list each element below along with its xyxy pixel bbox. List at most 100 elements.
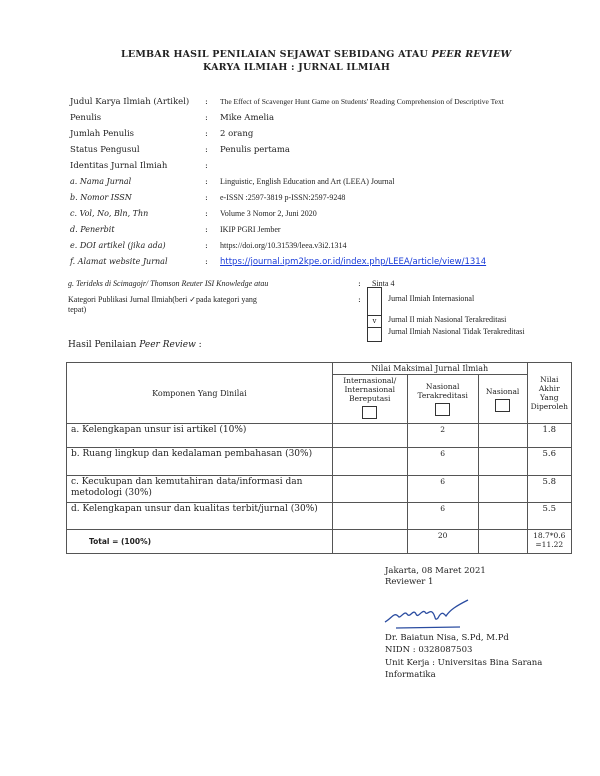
checkbox-nasional-terakreditasi-col[interactable]: [435, 403, 451, 416]
title-text: LEMBAR HASIL PENILAIAN SEJAWAT SEBIDANG …: [121, 49, 432, 60]
index-value: Sinta 4: [372, 279, 395, 288]
checkbox-internasional[interactable]: [367, 287, 382, 316]
place-date: Jakarta, 08 Maret 2021: [385, 566, 486, 576]
kategori-colon: :: [358, 295, 361, 305]
akhir-cell: 5.5: [526, 502, 573, 530]
field-label: c. Vol, No, Bln, Thn: [70, 209, 149, 218]
hasil-text: Hasil Penilaian: [68, 340, 140, 350]
total-akhir: 18.7*0.6 =11.22: [526, 529, 573, 554]
komponen-cell: c. Kecukupan dan kemutahiran data/inform…: [66, 475, 333, 503]
field-colon: :: [205, 129, 208, 139]
field-label: Jumlah Penulis: [70, 129, 135, 139]
website-link[interactable]: https://journal.ipm2kpe.or.id/index.php/…: [220, 257, 487, 267]
header-nasional: Nasional: [477, 374, 528, 424]
akhir-cell: 5.8: [526, 475, 573, 503]
title-italic: PEER REVIEW: [431, 49, 512, 60]
field-colon: :: [205, 177, 208, 187]
total-label: Total = (100%): [66, 529, 333, 554]
reviewer-role: Reviewer 1: [385, 577, 434, 587]
int-cell: [331, 423, 408, 448]
total-nas: [477, 529, 528, 554]
table-row: b. Ruang lingkup dan kedalaman pembahasa…: [66, 447, 573, 476]
signature-image: [384, 599, 469, 629]
nas-cell: [477, 447, 528, 476]
komponen-cell: d. Kelengkapan unsur dan kualitas terbit…: [66, 502, 333, 530]
field-label: d. Penerbit: [70, 225, 115, 234]
field-label: Penulis: [70, 113, 102, 123]
option-label: Jurnal Ilmiah Nasional Tidak Terakredita…: [388, 327, 525, 336]
reviewer-name: Dr. Baiatun Nisa, S.Pd, M.Pd: [385, 633, 509, 643]
field-colon: :: [205, 193, 208, 203]
field-colon: :: [205, 97, 208, 107]
table-row: d. Kelengkapan unsur dan kualitas terbit…: [66, 502, 573, 530]
index-label: g. Terideks di Scimagojr/ Thomson Reuter…: [68, 279, 269, 288]
reviewer-nidn: NIDN : 0328087503: [385, 645, 473, 655]
field-colon: :: [205, 161, 208, 171]
field-value: The Effect of Scavenger Hunt Game on Stu…: [220, 97, 504, 106]
field-colon: :: [205, 257, 208, 267]
kategori-label-2: tepat): [68, 305, 87, 314]
total-int: [331, 529, 408, 554]
header-internasional: Internasional/ Internasional Bereputasi: [331, 374, 408, 424]
kategori-label-1: Kategori Publikasi Jurnal Ilmiah(beri ✓p…: [68, 295, 257, 304]
nas-akr-cell: 6: [406, 502, 479, 530]
header-internasional-label: Internasional/ Internasional Bereputasi: [343, 376, 397, 403]
field-colon: :: [205, 113, 208, 123]
header-komponen: Komponen Yang Dinilai: [66, 362, 333, 424]
komponen-cell: a. Kelengkapan unsur isi artikel (10%): [66, 423, 333, 448]
field-label: Judul Karya Ilmiah (Artikel): [70, 97, 190, 107]
field-label: b. Nomor ISSN: [70, 193, 132, 202]
field-value: Penulis pertama: [220, 145, 290, 155]
header-nasional-terakreditasi-label: Nasional Terakreditasi: [417, 382, 468, 400]
nas-akr-cell: 6: [406, 447, 479, 476]
nas-akr-cell: 6: [406, 475, 479, 503]
nas-akr-cell: 2: [406, 423, 479, 448]
checkbox-nasional-tidak-terakreditasi[interactable]: [367, 327, 382, 342]
field-label: Status Pengusul: [70, 145, 140, 155]
field-label: a. Nama Jurnal: [70, 177, 132, 186]
nas-cell: [477, 502, 528, 530]
reviewer-unit: Unit Kerja : Universitas Bina Sarana Inf…: [385, 658, 543, 680]
field-colon: :: [205, 225, 208, 235]
field-colon: :: [205, 241, 208, 251]
index-colon: :: [358, 279, 361, 289]
field-value: Volume 3 Nomor 2, Juni 2020: [220, 209, 317, 218]
table-row: a. Kelengkapan unsur isi artikel (10%) 2…: [66, 423, 573, 448]
title-line-1: LEMBAR HASIL PENILAIAN SEJAWAT SEBIDANG …: [121, 49, 511, 60]
header-nasional-label: Nasional: [485, 386, 520, 396]
field-label: f. Alamat website Jurnal: [70, 257, 168, 266]
field-value: Linguistic, English Education and Art (L…: [220, 177, 395, 186]
field-colon: :: [205, 145, 208, 155]
field-label: e. DOI artikel (jika ada): [70, 241, 166, 250]
field-value: IKIP PGRI Jember: [220, 225, 281, 234]
field-label: Identitas Jurnal Ilmiah: [70, 161, 168, 171]
nas-cell: [477, 423, 528, 448]
nas-cell: [477, 475, 528, 503]
field-value: https://doi.org/10.31539/leea.v3i2.1314: [220, 241, 347, 250]
title-line-2: KARYA ILMIAH : JURNAL ILMIAH: [203, 62, 390, 73]
int-cell: [331, 447, 408, 476]
komponen-cell: b. Ruang lingkup dan kedalaman pembahasa…: [66, 447, 333, 476]
header-nasional-terakreditasi: Nasional Terakreditasi: [406, 374, 479, 424]
option-label: Jurnal Ilmiah Internasional: [388, 294, 475, 303]
total-row: Total = (100%) 20 18.7*0.6 =11.22: [66, 529, 573, 554]
int-cell: [331, 502, 408, 530]
table-row: c. Kecukupan dan kemutahiran data/inform…: [66, 475, 573, 503]
checkbox-internasional-col[interactable]: [362, 406, 378, 419]
akhir-cell: 5.6: [526, 447, 573, 476]
int-cell: [331, 475, 408, 503]
field-value: Mike Amelia: [220, 113, 275, 123]
total-nas-akr: 20: [406, 529, 479, 554]
hasil-suffix: :: [195, 340, 202, 350]
field-colon: :: [205, 209, 208, 219]
assessment-table: Komponen Yang Dinilai Nilai Maksimal Jur…: [66, 362, 573, 554]
checkbox-nasional-col[interactable]: [495, 398, 511, 412]
option-label: Jurnal Il miah Nasional Terakreditasi: [388, 315, 507, 324]
field-value: e-ISSN :2597-3819 p-ISSN:2597-9248: [220, 193, 346, 202]
akhir-cell: 1.8: [526, 423, 573, 448]
hasil-heading: Hasil Penilaian Peer Review :: [68, 340, 202, 350]
hasil-italic: Peer Review: [139, 340, 196, 350]
header-nilai-akhir: Nilai Akhir Yang Diperoleh: [526, 362, 573, 424]
header-nilai-maks: Nilai Maksimal Jurnal Ilmiah: [331, 362, 528, 375]
